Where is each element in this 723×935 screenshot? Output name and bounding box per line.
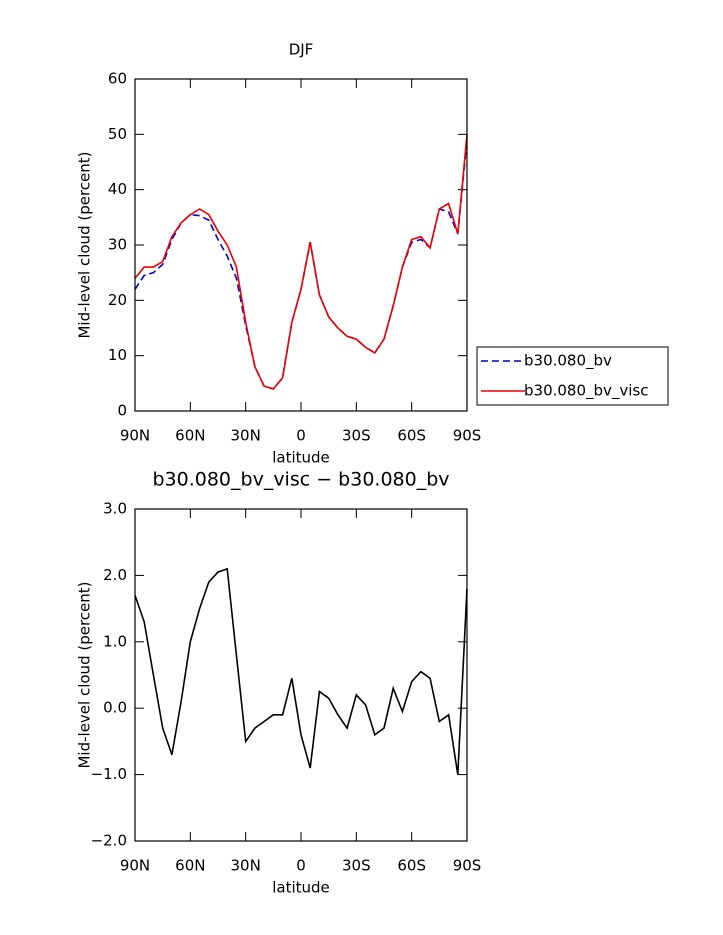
x-tick-label: 30N (231, 427, 261, 445)
y-tick-label: 30 (108, 236, 127, 254)
y-axis-label: Mid-level cloud (percent) (76, 581, 94, 768)
y-tick-label: 10 (108, 346, 127, 364)
y-tick-label: 2.0 (103, 566, 127, 584)
x-tick-label: 30S (342, 857, 371, 875)
x-axis-label: latitude (272, 449, 330, 467)
x-tick-label: 60S (397, 427, 426, 445)
legend-label: b30.080_bv_visc (524, 382, 649, 401)
plot-frame (134, 508, 468, 842)
y-tick-label: 20 (108, 291, 127, 309)
x-tick-label: 60N (175, 857, 205, 875)
y-tick-label: 3.0 (103, 500, 127, 518)
y-tick-label: 1.0 (103, 632, 127, 650)
y-tick-label: 50 (108, 125, 127, 143)
y-axis-label: Mid-level cloud (percent) (76, 151, 94, 338)
y-tick-label: 40 (108, 180, 127, 198)
y-tick-label: 0.0 (103, 699, 127, 717)
y-tick-label: −1.0 (91, 765, 127, 783)
data-line (134, 567, 468, 775)
x-tick-label: 90S (453, 857, 482, 875)
x-tick-label: 90N (120, 857, 150, 875)
chart-title: DJF (289, 41, 314, 59)
x-axis-label: latitude (272, 879, 330, 897)
x-tick-label: 0 (296, 857, 306, 875)
legend-box (476, 346, 669, 406)
legend-label: b30.080_bv (524, 352, 612, 371)
x-tick-label: 90S (453, 427, 482, 445)
plot-frame (134, 78, 468, 412)
chart-title: b30.080_bv_visc − b30.080_bv (152, 469, 449, 491)
x-tick-label: 60N (175, 427, 205, 445)
x-tick-label: 0 (296, 427, 306, 445)
y-tick-label: 0 (117, 402, 127, 420)
x-tick-label: 30N (231, 857, 261, 875)
y-tick-label: 60 (108, 70, 127, 88)
data-line (134, 139, 468, 390)
x-tick-label: 90N (120, 427, 150, 445)
x-tick-label: 60S (397, 857, 426, 875)
data-line (134, 134, 468, 390)
y-tick-label: −2.0 (91, 832, 127, 850)
x-tick-label: 30S (342, 427, 371, 445)
